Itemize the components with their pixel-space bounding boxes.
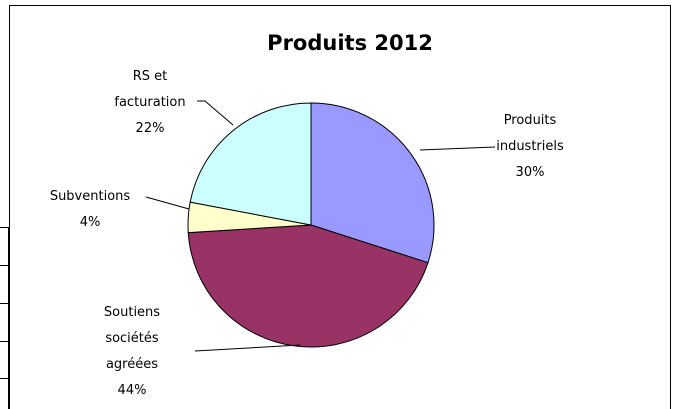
slice-name-line: sociétés xyxy=(105,331,159,346)
chart-title: Produits 2012 xyxy=(267,31,433,55)
sheet-gridline xyxy=(0,265,9,266)
slice-name-line: industriels xyxy=(496,139,564,154)
slice-percent-label: 30% xyxy=(516,165,545,180)
leader-line-3 xyxy=(197,100,234,126)
sheet-gridline xyxy=(0,341,9,342)
slice-percent-label: 4% xyxy=(80,215,101,230)
slice-name-line: Subventions xyxy=(50,189,131,204)
slice-name-line: Soutiens xyxy=(104,305,160,320)
label-rs-facturation: RS et facturation 22% xyxy=(114,69,185,136)
leader-lines xyxy=(145,100,496,352)
pie-slices xyxy=(187,102,435,348)
pie-slice-1[interactable] xyxy=(187,224,429,348)
leader-line-2 xyxy=(145,196,190,210)
slice-name-line: agréées xyxy=(106,357,158,372)
sheet-gridline xyxy=(8,227,9,409)
leader-line-1 xyxy=(194,344,301,352)
sheet-gridline xyxy=(0,227,9,228)
slice-labels: Produits industriels 30% Soutiens sociétés ag… xyxy=(50,69,564,398)
slice-percent-label: 22% xyxy=(136,121,165,136)
pie-slice-3[interactable] xyxy=(189,102,312,226)
label-subventions: Subventions 4% xyxy=(50,189,131,230)
sheet-gridline xyxy=(0,303,9,304)
slice-name-line: Produits xyxy=(504,113,557,128)
slice-name-line: RS et xyxy=(133,69,168,84)
sheet-gridline xyxy=(0,378,9,379)
pie-slice-0[interactable] xyxy=(310,102,435,264)
slice-percent-label: 44% xyxy=(118,383,147,398)
leader-line-0 xyxy=(419,146,496,151)
label-produits-industriels: Produits industriels 30% xyxy=(496,113,564,180)
label-soutiens-societes-agreees: Soutiens sociétés agréées 44% xyxy=(104,305,160,398)
slice-name-line: facturation xyxy=(114,95,185,110)
